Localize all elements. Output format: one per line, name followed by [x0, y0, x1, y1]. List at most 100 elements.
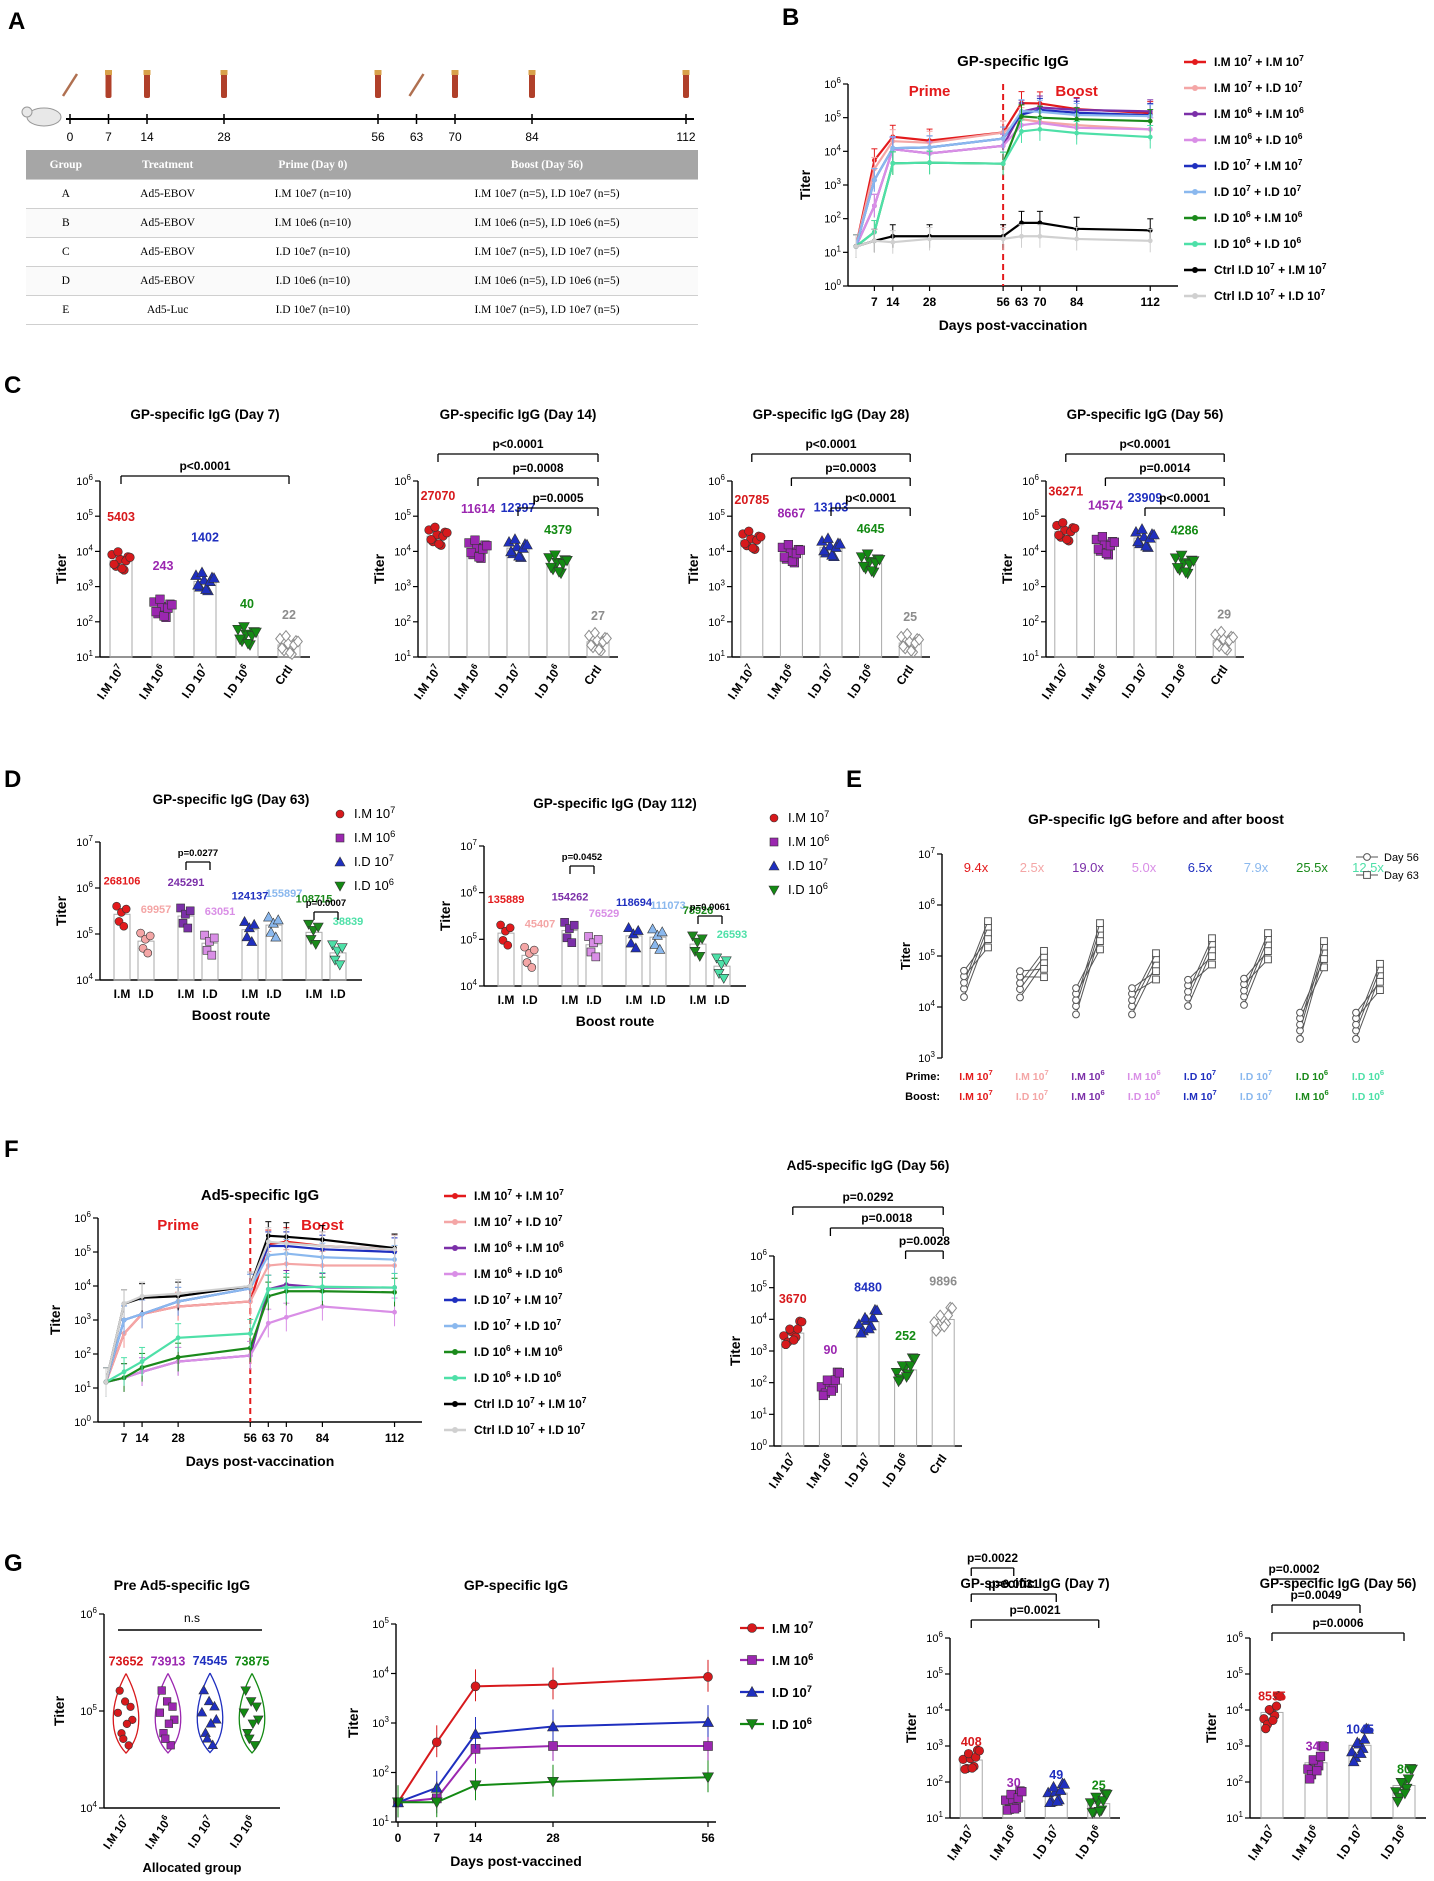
y-tick-label: 103	[1226, 1738, 1243, 1753]
day56-point	[960, 993, 968, 1001]
y-tick-label: 106	[918, 897, 935, 912]
data-point	[200, 1727, 211, 1737]
value-label: 13103	[814, 500, 849, 514]
data-point	[209, 933, 219, 943]
blood-tube-icon	[683, 72, 689, 98]
legend-marker	[1192, 241, 1198, 247]
data-point	[826, 549, 838, 560]
data-point	[1147, 238, 1153, 244]
day63-point	[984, 943, 992, 952]
bar-group: 111073	[647, 900, 686, 987]
y-axis-title: Titer	[53, 895, 69, 926]
violin: 73875	[235, 1654, 269, 1754]
data-point	[785, 1324, 795, 1334]
data-point	[122, 1719, 131, 1728]
value-label: 4286	[1171, 523, 1199, 537]
table-header-group: Group	[26, 150, 106, 180]
value-label: 118694	[616, 897, 653, 909]
data-point	[1261, 1724, 1271, 1734]
x-tick-label: I.D 106	[878, 1450, 912, 1489]
legend-marker	[1192, 163, 1198, 169]
bar	[109, 560, 133, 658]
pair-line	[1187, 964, 1213, 986]
day63-point	[1376, 977, 1384, 986]
data-point	[1212, 638, 1223, 651]
x-tick-label: I.M 106	[763, 661, 798, 702]
legend-label: I.M 106 + I.M 106	[474, 1239, 564, 1255]
table-cell: I.D 10e7 (n=10)	[229, 295, 397, 325]
legend-label: I.D 106	[772, 1716, 812, 1732]
value-label: 78926	[683, 905, 714, 917]
syringe-icon	[408, 73, 425, 97]
value-label: 108715	[296, 893, 333, 905]
data-point	[689, 947, 701, 957]
legend-label: I.D 107	[354, 853, 394, 869]
data-point	[470, 1681, 481, 1692]
boost-label: I.D 107	[1016, 1088, 1048, 1103]
data-point	[248, 918, 260, 929]
data-point	[694, 951, 706, 962]
value-label: 408	[961, 1735, 982, 1749]
chart-G3: GP-specific IgG (Day 7) Titer 408 I.M 107 30…	[903, 1551, 1120, 1863]
x-tick-label: 63	[262, 1431, 276, 1445]
day63-point	[1208, 960, 1216, 969]
x-tick-label: I.M 107	[764, 1450, 799, 1491]
table-row: E Ad5-Luc I.D 10e7 (n=10) I.M 10e7 (n=5)…	[26, 295, 698, 325]
x-tick-label: Crtl	[1207, 663, 1230, 688]
series-line	[103, 1276, 398, 1397]
data-point	[1000, 236, 1006, 242]
x-tick-label: I.M 106	[449, 661, 484, 702]
data-point	[392, 1285, 397, 1290]
before-after-group	[1128, 949, 1160, 1019]
data-point	[1017, 1787, 1027, 1797]
bar-group: 90	[816, 1343, 844, 1447]
fold-change-label: 9.4x	[964, 860, 989, 875]
data-point	[1019, 220, 1024, 226]
blood-tube-cap	[528, 70, 536, 75]
legend-label: I.M 107 + I.D 107	[474, 1213, 563, 1229]
y-tick-label: 103	[824, 177, 841, 192]
bar-group: 1402	[190, 530, 220, 658]
pair-line	[1019, 950, 1045, 984]
p-value-label: p=0.0049	[1290, 1588, 1341, 1602]
x-tick-label: I.D 106	[843, 661, 877, 700]
data-point	[715, 959, 727, 970]
significance-bracket: p=0.0061	[690, 902, 731, 924]
legend-label: I.D 107 + I.M 107	[474, 1291, 563, 1307]
timeline-day-label: 28	[217, 130, 231, 144]
data-point	[293, 635, 303, 648]
bar-group: 26593	[711, 929, 747, 987]
data-point	[392, 1246, 397, 1252]
panel-letter-e: E	[846, 766, 863, 793]
blood-tube-cap	[105, 70, 112, 75]
p-value-label: p=0.0031	[988, 1577, 1039, 1591]
x-tick-label: I.D 107	[177, 661, 211, 700]
bar-group: 69957	[136, 904, 171, 981]
boost-label: I.D 106	[1128, 1088, 1160, 1103]
data-point	[1084, 1798, 1097, 1809]
prime-label: I.D 106	[1296, 1068, 1328, 1083]
y-tick-label: 105	[372, 1616, 389, 1631]
legend-marker	[1192, 59, 1198, 65]
y-tick-label: 104	[76, 972, 93, 987]
data-point	[312, 922, 324, 933]
data-point	[527, 963, 537, 972]
data-point	[265, 1286, 271, 1292]
y-tick-label: 102	[76, 614, 93, 629]
data-point	[192, 578, 204, 590]
data-point	[496, 920, 505, 930]
chart-title: GP-specific IgG (Day 112)	[533, 796, 697, 811]
blood-tube-cap	[220, 70, 228, 75]
fold-change-label: 25.5x	[1296, 860, 1328, 875]
y-tick-label: 103	[1022, 579, 1039, 594]
value-label: 9896	[929, 1274, 957, 1288]
day63-point	[1376, 986, 1384, 994]
data-point	[943, 1309, 954, 1322]
blood-tube-cap	[374, 70, 382, 75]
y-tick-label: 106	[824, 76, 841, 91]
bar-group: 76529	[584, 908, 619, 987]
y-axis: 103 104 105 106 107	[918, 846, 943, 1065]
boost-annotation: Boost	[1055, 83, 1098, 100]
day63-point	[1040, 964, 1048, 973]
x-axis-title: Days post-vaccined	[450, 1853, 582, 1869]
